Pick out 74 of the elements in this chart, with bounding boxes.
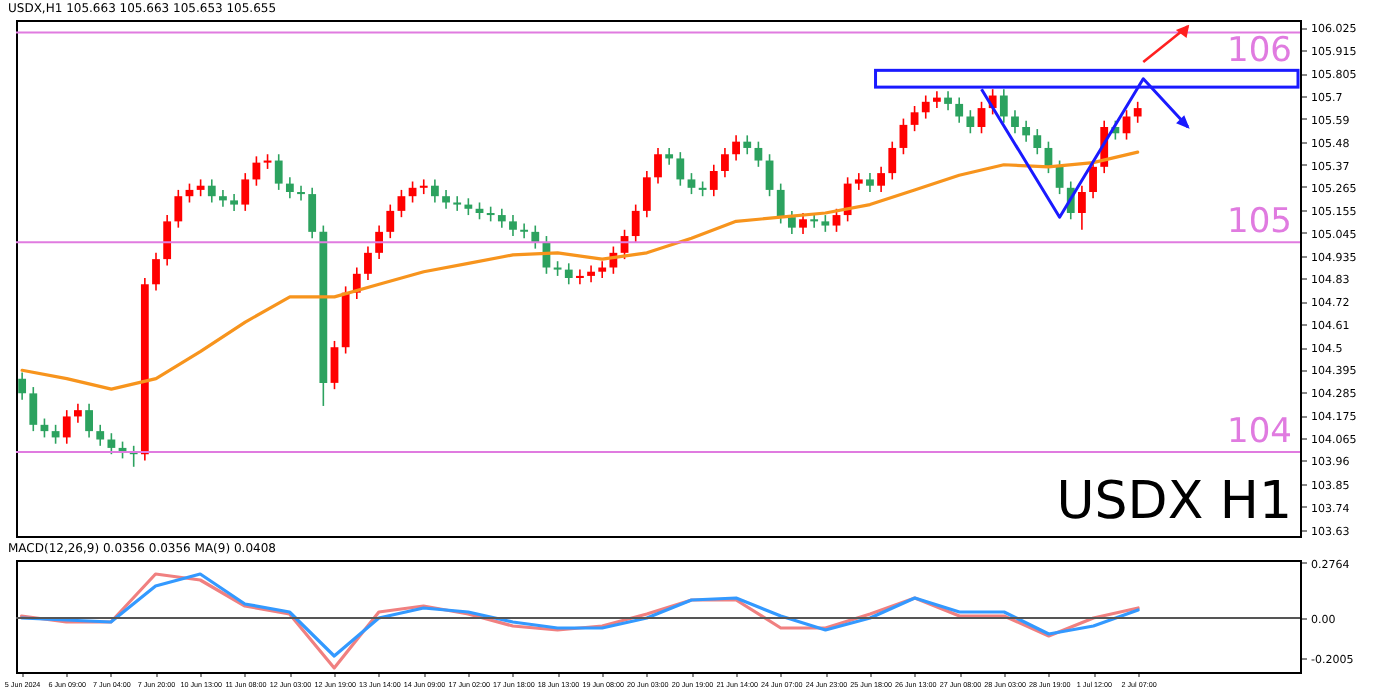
- candlestick: [654, 147, 662, 185]
- candlestick: [1055, 159, 1064, 195]
- candlestick: [252, 155, 261, 187]
- candlestick: [308, 187, 317, 239]
- candlestick: [732, 134, 740, 162]
- candlestick: [285, 176, 294, 200]
- candlestick: [62, 409, 71, 445]
- candlestick: [453, 195, 462, 212]
- candlestick: [866, 172, 874, 193]
- candlestick: [364, 245, 372, 281]
- candlestick: [977, 101, 986, 135]
- candlestick: [944, 90, 952, 111]
- candlestick: [642, 170, 651, 218]
- candlestick: [687, 172, 696, 195]
- candlestick: [274, 153, 283, 191]
- candlestick: [85, 403, 93, 439]
- candlestick: [932, 90, 941, 109]
- candlestick: [1133, 101, 1142, 124]
- candlestick: [721, 147, 729, 179]
- candlestick: [1089, 159, 1097, 200]
- candlestick: [207, 178, 216, 204]
- candlestick: [665, 147, 674, 166]
- candlestick: [888, 140, 897, 181]
- candlestick: [297, 184, 305, 202]
- candlestick: [107, 432, 116, 455]
- candlestick: [497, 207, 506, 229]
- candlestick: [966, 109, 975, 135]
- candlestick: [386, 203, 395, 239]
- candlestick: [430, 178, 439, 204]
- candlestick: [631, 203, 640, 244]
- candlestick: [219, 189, 227, 208]
- candlestick: [51, 424, 60, 445]
- candlestick: [442, 189, 450, 210]
- candlestick: [877, 166, 886, 193]
- candlestick: [587, 264, 595, 283]
- candlestick: [163, 214, 172, 267]
- candlestick: [520, 222, 529, 239]
- candlestick: [776, 182, 785, 225]
- candlestick: [74, 403, 82, 424]
- candlestick: [709, 163, 718, 197]
- candlestick: [787, 210, 796, 235]
- candlestick: [397, 189, 406, 218]
- candlestick: [1122, 109, 1131, 141]
- candlestick: [419, 178, 428, 195]
- candlestick: [598, 260, 607, 279]
- candlestick: [1011, 109, 1019, 135]
- candlestick: [1033, 128, 1042, 156]
- candlestick: [799, 212, 807, 235]
- candlestick: [564, 262, 573, 286]
- candlestick: [152, 252, 160, 292]
- candlestick: [1078, 184, 1086, 231]
- line-series: [20, 150, 1140, 391]
- annotation: USDX H1: [1056, 472, 1292, 532]
- candlestick: [18, 371, 27, 401]
- candlestick: [955, 96, 964, 124]
- candlestick: [910, 105, 919, 132]
- candlestick: [29, 386, 38, 432]
- candlestick: [96, 424, 105, 447]
- candlestick: [174, 189, 183, 229]
- candlestick: [843, 176, 852, 223]
- candlestick: [330, 340, 339, 390]
- ref-line-label: 105: [1227, 202, 1292, 243]
- candlestick: [241, 172, 250, 212]
- candlestick: [999, 88, 1008, 124]
- ref-line-label: 104: [1227, 412, 1292, 453]
- candlestick: [375, 224, 384, 260]
- candlestick: [921, 94, 930, 120]
- ref-line-label: 106: [1227, 30, 1292, 71]
- candlestick: [509, 214, 517, 237]
- candlestick: [754, 140, 763, 168]
- candlestick: [743, 134, 752, 156]
- candlestick: [576, 268, 584, 286]
- candlestick: [676, 151, 685, 187]
- candlestick: [1022, 119, 1031, 143]
